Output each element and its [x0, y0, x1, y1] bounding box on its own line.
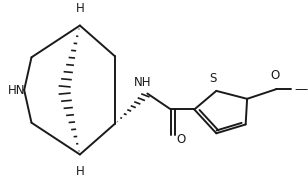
Text: —: — [294, 83, 307, 96]
Text: H: H [75, 165, 84, 178]
Text: S: S [210, 72, 217, 85]
Text: O: O [176, 133, 186, 146]
Text: NH: NH [134, 76, 152, 89]
Text: H: H [75, 2, 84, 15]
Text: HN: HN [8, 84, 26, 96]
Text: O: O [270, 69, 280, 82]
